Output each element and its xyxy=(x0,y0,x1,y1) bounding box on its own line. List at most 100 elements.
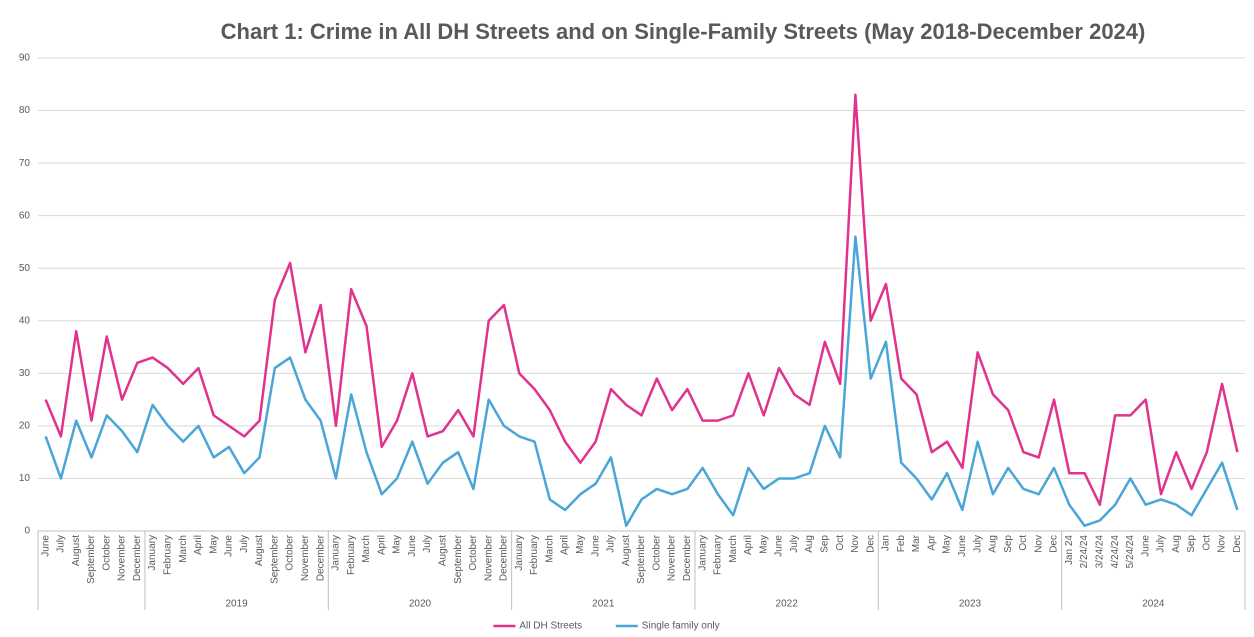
x-tick-label: April xyxy=(560,535,571,555)
x-tick-label: February xyxy=(529,535,540,575)
x-tick-label: March xyxy=(544,535,555,563)
x-tick-label: Aug xyxy=(988,535,999,553)
y-tick-label: 80 xyxy=(19,105,31,116)
x-tick-label: February xyxy=(713,535,724,575)
x-tick-label: August xyxy=(438,535,449,566)
legend-label: All DH Streets xyxy=(519,621,582,632)
series-line xyxy=(44,235,1239,527)
x-tick-label: April xyxy=(743,535,754,555)
x-tick-label: August xyxy=(71,535,82,566)
y-tick-label: 60 xyxy=(19,210,31,221)
legend-label: Single family only xyxy=(642,621,720,632)
x-tick-label: Apr xyxy=(926,534,937,550)
x-tick-label: 2/24/24 xyxy=(1079,535,1090,569)
group-label: 2023 xyxy=(959,599,982,610)
x-tick-label: Feb xyxy=(896,535,907,553)
x-tick-label: December xyxy=(315,534,326,581)
x-tick-label: May xyxy=(942,535,953,554)
x-tick-label: July xyxy=(239,535,250,553)
x-tick-label: March xyxy=(361,535,372,563)
x-tick-label: January xyxy=(697,535,708,571)
x-tick-label: June xyxy=(224,535,235,557)
x-tick-label: December xyxy=(499,534,510,581)
x-tick-label: Jan 24 xyxy=(1064,535,1075,565)
x-tick-label: September xyxy=(269,534,280,584)
x-tick-label: April xyxy=(376,535,387,555)
x-tick-label: October xyxy=(101,534,112,570)
x-tick-label: July xyxy=(422,535,433,553)
x-tick-label: August xyxy=(254,535,265,566)
x-tick-label: Dec xyxy=(1232,535,1243,553)
x-tick-label: September xyxy=(86,534,97,584)
x-tick-label: June xyxy=(590,535,601,557)
x-tick-label: July xyxy=(972,535,983,553)
x-tick-label: Sep xyxy=(1003,535,1014,553)
x-tick-label: June xyxy=(407,535,418,557)
x-tick-label: May xyxy=(208,535,219,554)
x-tick-label: October xyxy=(468,534,479,570)
x-tick-label: Mar xyxy=(911,534,922,552)
x-tick-label: Jan xyxy=(881,535,892,551)
x-tick-label: March xyxy=(178,535,189,563)
x-tick-label: April xyxy=(193,535,204,555)
x-tick-label: Oct xyxy=(1201,535,1212,551)
x-tick-label: May xyxy=(575,535,586,554)
x-tick-label: October xyxy=(285,534,296,570)
group-label: 2020 xyxy=(409,599,432,610)
x-tick-label: June xyxy=(40,535,51,557)
x-tick-label: November xyxy=(300,534,311,581)
y-tick-label: 40 xyxy=(19,315,31,326)
x-tick-label: May xyxy=(758,535,769,554)
x-tick-label: May xyxy=(392,535,403,554)
y-tick-label: 10 xyxy=(19,473,31,484)
x-tick-label: January xyxy=(514,535,525,571)
series-line xyxy=(44,93,1239,506)
x-tick-label: 5/24/24 xyxy=(1125,535,1136,569)
chart-title: Chart 1: Crime in All DH Streets and on … xyxy=(221,19,1146,44)
x-tick-label: September xyxy=(453,534,464,584)
group-label: 2021 xyxy=(592,599,615,610)
x-tick-label: July xyxy=(1156,535,1167,553)
x-tick-label: August xyxy=(621,535,632,566)
y-tick-label: 0 xyxy=(24,526,30,537)
x-tick-label: October xyxy=(651,534,662,570)
x-tick-label: 3/24/24 xyxy=(1094,535,1105,569)
x-tick-label: September xyxy=(636,534,647,584)
x-tick-label: Nov xyxy=(1033,535,1044,553)
x-tick-label: November xyxy=(117,534,128,581)
y-tick-label: 90 xyxy=(19,53,31,64)
x-tick-label: Oct xyxy=(1018,535,1029,551)
x-tick-label: December xyxy=(132,534,143,581)
x-tick-label: November xyxy=(483,534,494,581)
group-label: 2019 xyxy=(225,599,248,610)
x-tick-label: January xyxy=(147,535,158,571)
x-tick-label: January xyxy=(331,535,342,571)
x-tick-label: March xyxy=(728,535,739,563)
x-tick-label: June xyxy=(1140,535,1151,557)
x-tick-label: Oct xyxy=(835,535,846,551)
x-tick-label: February xyxy=(163,535,174,575)
x-tick-label: Aug xyxy=(804,535,815,553)
group-label: 2022 xyxy=(776,599,799,610)
x-tick-label: Dec xyxy=(865,535,876,553)
x-tick-label: November xyxy=(667,534,678,581)
x-tick-label: February xyxy=(346,535,357,575)
x-tick-label: June xyxy=(774,535,785,557)
x-tick-label: Aug xyxy=(1171,535,1182,553)
y-tick-label: 70 xyxy=(19,158,31,169)
x-tick-label: June xyxy=(957,535,968,557)
x-tick-label: December xyxy=(682,534,693,581)
x-tick-label: 4/24/24 xyxy=(1110,535,1121,569)
x-tick-label: July xyxy=(56,535,67,553)
x-tick-label: July xyxy=(789,535,800,553)
x-tick-label: Nov xyxy=(850,535,861,553)
x-tick-label: Nov xyxy=(1217,535,1228,553)
group-label: 2024 xyxy=(1142,599,1165,610)
x-tick-label: Sep xyxy=(1186,535,1197,553)
y-tick-label: 30 xyxy=(19,368,31,379)
y-tick-label: 20 xyxy=(19,421,31,432)
y-tick-label: 50 xyxy=(19,263,31,274)
x-tick-label: July xyxy=(606,535,617,553)
x-tick-label: Sep xyxy=(819,535,830,553)
